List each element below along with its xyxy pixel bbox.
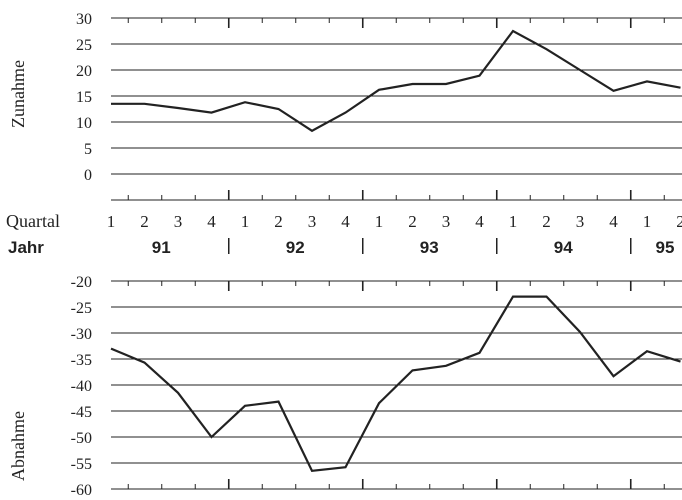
quartal-tick-label: 4 [609,212,618,231]
y-tick-label: -20 [71,274,92,291]
quartal-tick-label: 1 [375,212,384,231]
quartal-tick-label: 3 [442,212,451,231]
series-line [111,29,681,133]
quartal-tick-label: 2 [274,212,283,231]
quartal-tick-label: 2 [140,212,149,231]
jahr-label: 92 [286,238,305,257]
y-tick-label: -60 [71,482,92,499]
quartal-tick-label: 4 [341,212,350,231]
jahr-axis-label: Jahr [8,238,44,257]
quartal-tick-label: 2 [542,212,551,231]
quartal-tick-label: 1 [509,212,518,231]
jahr-axis: Jahr 91 92 93 94 95 [8,238,674,257]
y-tick-label: -35 [71,352,92,369]
y-tick-label: 5 [84,141,92,158]
jahr-label: 91 [152,238,171,257]
zunahme-axis-label: Zunahme [8,60,28,128]
y-tick-label: 20 [76,63,92,80]
quartal-tick-label: 1 [107,212,116,231]
jahr-label: 93 [420,238,439,257]
abnahme-axis-label: Abnahme [8,411,28,481]
y-tick-label: 25 [76,37,92,54]
abnahme-panel: -20 -25 -30 -35 -40 -45 -50 -55 -60 Abnahme [8,274,682,499]
quartal-tick-label: 3 [174,212,183,231]
y-tick-label: 15 [76,89,92,106]
quartal-tick-label: 1 [643,212,652,231]
quartal-tick-label: 2 [676,212,682,231]
quartal-tick-label: 2 [408,212,417,231]
y-tick-label: -25 [71,300,92,317]
zunahme-panel: 0 5 10 15 20 25 30 Zunahme [8,11,682,201]
y-tick-label: -40 [71,378,92,395]
quartal-axis: Quartal 1 2 3 4 1 2 3 4 1 2 3 4 1 2 3 4 1 2 [6,211,682,231]
jahr-label: 94 [554,238,573,257]
y-tick-label: -45 [71,404,92,421]
y-tick-label: 0 [84,167,92,184]
quartal-axis-label: Quartal [6,211,60,231]
quartal-tick-label: 3 [576,212,585,231]
y-tick-label: -30 [71,326,92,343]
jahr-label: 95 [656,238,675,257]
y-tick-label: 10 [76,115,92,132]
y-tick-label: -50 [71,430,92,447]
y-tick-label: 30 [76,11,92,28]
quartal-tick-label: 4 [475,212,484,231]
quartal-tick-label: 1 [241,212,250,231]
series-line [110,295,681,472]
quartal-tick-label: 3 [308,212,317,231]
y-tick-label: -55 [71,456,92,473]
quartal-tick-label: 4 [207,212,216,231]
